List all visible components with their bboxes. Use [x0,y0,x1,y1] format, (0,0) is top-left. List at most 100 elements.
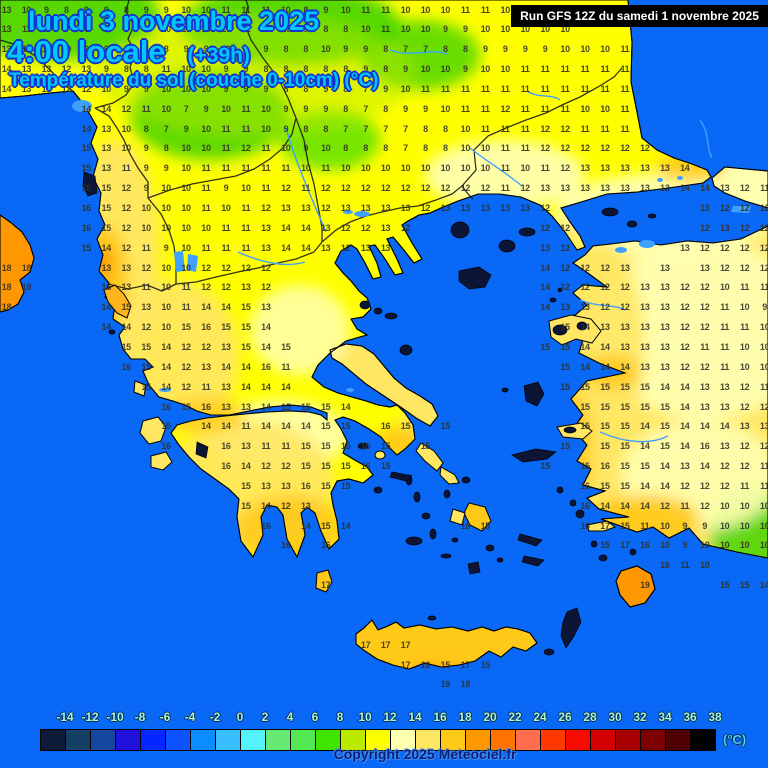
temp-value: 15 [380,441,391,452]
temp-value: 11 [500,163,510,174]
temp-value: 10 [161,103,171,114]
temp-value: 7 [363,83,368,94]
temp-value: 12 [700,500,710,511]
temp-value: 14 [680,401,690,412]
temp-value: 14 [281,421,291,432]
temp-value: 12 [560,222,570,233]
temp-value: 16 [640,540,650,551]
temp-value: 12 [241,262,251,273]
temp-value: 13 [101,262,112,273]
temp-value: 11 [500,83,510,94]
temp-value: 12 [580,282,590,293]
temp-value: 15 [560,361,570,372]
temp-value: 8 [303,4,309,15]
temp-value: 10 [340,4,351,15]
temp-value: 10 [281,4,291,15]
temp-value: 9 [462,24,468,35]
temp-value: 13 [1,24,12,35]
temp-value: 9 [403,64,408,75]
temp-value: 12 [600,262,610,273]
temp-value: 11 [201,242,211,253]
temp-value: 12 [141,322,151,333]
temp-value: 10 [759,520,768,531]
temp-value: 8 [303,83,309,94]
temp-value: 9 [323,83,329,94]
temp-value: 9 [143,24,149,35]
temp-value: 15 [221,322,231,333]
temp-value: 15 [320,461,331,472]
temp-value: 13 [1,4,12,15]
temp-value: 10 [121,143,131,154]
temp-value: 11 [480,83,490,94]
temp-value: 13 [620,341,630,352]
temp-value: 12 [360,222,371,233]
temp-value: 15 [320,520,331,531]
temp-value: 14 [1,83,12,94]
colorbar-cell [616,730,641,750]
temp-value: 18 [460,679,471,690]
colorbar-tick: 28 [583,710,597,724]
temp-value: 10 [181,262,191,273]
temp-value: 12 [181,341,191,352]
temp-value: 10 [141,203,151,213]
temp-value: 14 [201,421,211,432]
colorbar-cell [216,730,241,750]
temp-value: 11 [141,242,151,253]
temp-value: 8 [303,44,309,55]
temp-value: 9 [682,520,688,531]
temp-value: 15 [241,500,251,511]
temp-value: 12 [739,461,750,472]
temp-value: 15 [560,341,570,352]
temp-value: 17 [320,580,331,591]
temp-value: 9 [203,44,209,55]
temp-value: 12 [560,282,570,293]
temp-value: 9 [83,24,89,35]
temp-value: 11 [600,64,610,75]
temp-value: 12 [580,143,590,154]
temp-value: 12 [600,282,610,293]
temp-value: 13 [660,282,670,293]
colorbar-tick: 6 [311,710,319,724]
temp-value: 18 [21,262,32,273]
temp-value: 11 [121,163,131,174]
temp-value: 14 [281,242,291,253]
temp-value: 17 [400,659,411,670]
temp-value: 15 [320,441,331,452]
temp-value: 12 [739,242,750,253]
temp-value: 14 [261,421,271,432]
temp-value: 13 [201,361,211,372]
temp-value: 13 [640,322,650,333]
temp-value: 12 [480,183,491,194]
temp-value: 8 [323,64,329,75]
temp-value: 14 [81,103,92,114]
temp-value: 12 [759,401,768,412]
temp-value: 11 [201,381,211,392]
temp-value: 13 [261,242,271,253]
colorbar-tick: -4 [184,710,196,724]
temp-value: 12 [700,361,710,372]
temp-value: 13 [221,341,231,352]
temp-value: 12 [560,123,570,134]
temp-value: 8 [283,83,289,94]
temp-value: 15 [640,381,650,392]
temp-value: 17 [600,520,610,531]
temp-value: 12 [680,361,690,372]
temp-value: 9 [243,83,249,94]
temp-value: 8 [443,123,448,134]
temp-value: 10 [460,123,471,134]
temp-value: 10 [719,282,730,293]
temp-value: 10 [739,520,750,531]
temp-value: 11 [620,123,630,134]
temp-value: 11 [760,480,768,491]
temp-value: 12 [560,143,570,154]
temp-value: 11 [480,123,490,134]
date-title: lundi 3 novembre 2025 [28,6,320,36]
temp-value: 12 [640,143,650,154]
temp-value: 18 [1,262,12,273]
temp-value: 12 [400,183,411,194]
temp-value: 11 [221,222,231,233]
temp-value: 16 [161,441,171,452]
temp-value: 17 [460,659,471,670]
temp-value: 13 [520,203,530,213]
colorbar-tick: 14 [408,710,422,724]
